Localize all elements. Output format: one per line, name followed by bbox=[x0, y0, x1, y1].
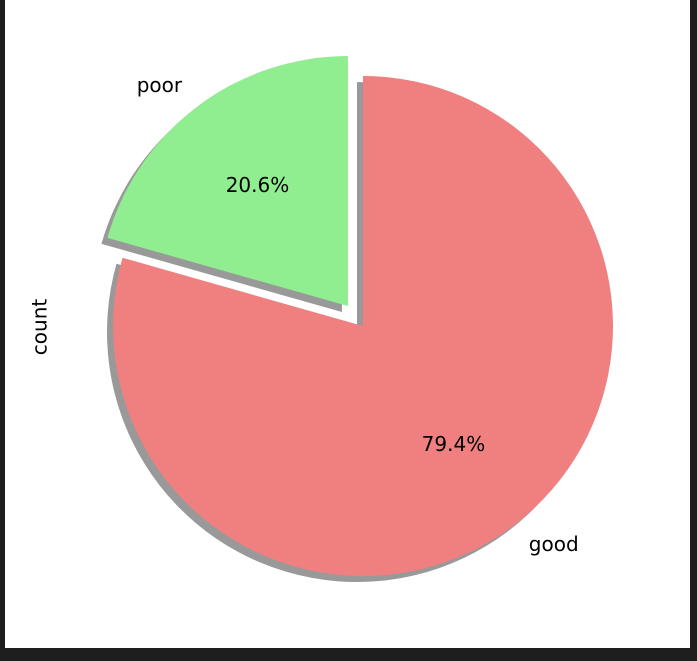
pie-slice-poor bbox=[107, 56, 348, 307]
slice-label-poor: poor bbox=[137, 73, 183, 97]
pie-label-layer: good 79.4% poor 20.6% bbox=[137, 73, 579, 556]
pie-slice-good bbox=[113, 76, 613, 576]
figure-canvas: good 79.4% poor 20.6% count bbox=[5, 0, 690, 648]
pie-wedge-layer bbox=[107, 56, 613, 576]
slice-percent-good: 79.4% bbox=[422, 432, 486, 456]
slice-label-good: good bbox=[529, 532, 579, 556]
slice-percent-poor: 20.6% bbox=[226, 173, 290, 197]
pie-chart: good 79.4% poor 20.6% count bbox=[28, 56, 613, 582]
y-axis-label: count bbox=[28, 299, 52, 356]
